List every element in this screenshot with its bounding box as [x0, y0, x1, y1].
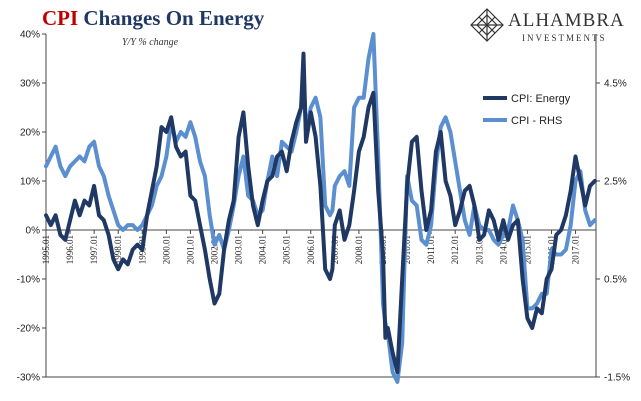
x-tick-label: 2002.01 [209, 235, 219, 264]
left-tick-label: 20% [20, 128, 40, 139]
left-tick-label: -20% [17, 324, 40, 335]
chart-legend: CPI: Energy CPI - RHS [483, 93, 571, 127]
x-tick-label: 2003.01 [234, 235, 244, 264]
left-tick-label: 0% [26, 226, 41, 237]
left-tick-label: 10% [20, 177, 40, 188]
x-tick-label: 2000.01 [161, 235, 171, 264]
x-tick-label: 2017.01 [571, 235, 581, 264]
x-tick-label: 2015.01 [522, 235, 532, 264]
diamond-lattice-icon [470, 8, 504, 42]
x-tick-label: 2010.01 [402, 235, 412, 264]
left-tick-label: -30% [17, 373, 40, 384]
right-tick-label: -1.5% [604, 373, 630, 384]
title-rest: Changes On Energy [78, 6, 265, 30]
x-tick-label: 2014.01 [498, 235, 508, 264]
chart-lines [44, 32, 597, 384]
legend-label-cpi: CPI - RHS [511, 115, 562, 127]
chart-subtitle: Y/Y % change [122, 37, 179, 48]
left-tick-label: 40% [20, 30, 40, 41]
title-accent: CPI [42, 6, 79, 30]
chart-title: CPI Changes On Energy [42, 6, 264, 31]
x-tick-label: 1996.01 [65, 235, 75, 264]
x-tick-label: 2011.01 [426, 235, 436, 264]
x-tick-label: 2005.01 [282, 235, 292, 264]
x-tick-label: 2004.01 [258, 235, 268, 264]
company-logo: ALHAMBRA INVESTMENTS [470, 8, 640, 48]
right-tick-label: 2.5% [604, 177, 627, 188]
left-tick-label: 30% [20, 79, 40, 90]
legend-label-energy: CPI: Energy [511, 93, 571, 105]
logo-subtitle: INVESTMENTS [522, 33, 607, 43]
x-tick-label: 1997.01 [89, 235, 99, 264]
series-line-cpi [44, 32, 597, 384]
x-tick-label: 2006.01 [306, 235, 316, 264]
x-tick-label: 1998.01 [113, 235, 123, 264]
logo-brand: ALHAMBRA [508, 10, 625, 31]
x-tick-label: 1995.01 [41, 235, 51, 264]
x-tick-label: 2008.01 [354, 235, 364, 264]
x-tick-label: 2013.01 [474, 235, 484, 264]
right-tick-label: 4.5% [604, 79, 627, 90]
series-line-energy [44, 51, 597, 375]
left-tick-label: -10% [17, 275, 40, 286]
x-tick-label: 2001.01 [185, 235, 195, 264]
x-tick-label: 2012.01 [450, 235, 460, 264]
right-tick-label: 0.5% [604, 275, 627, 286]
